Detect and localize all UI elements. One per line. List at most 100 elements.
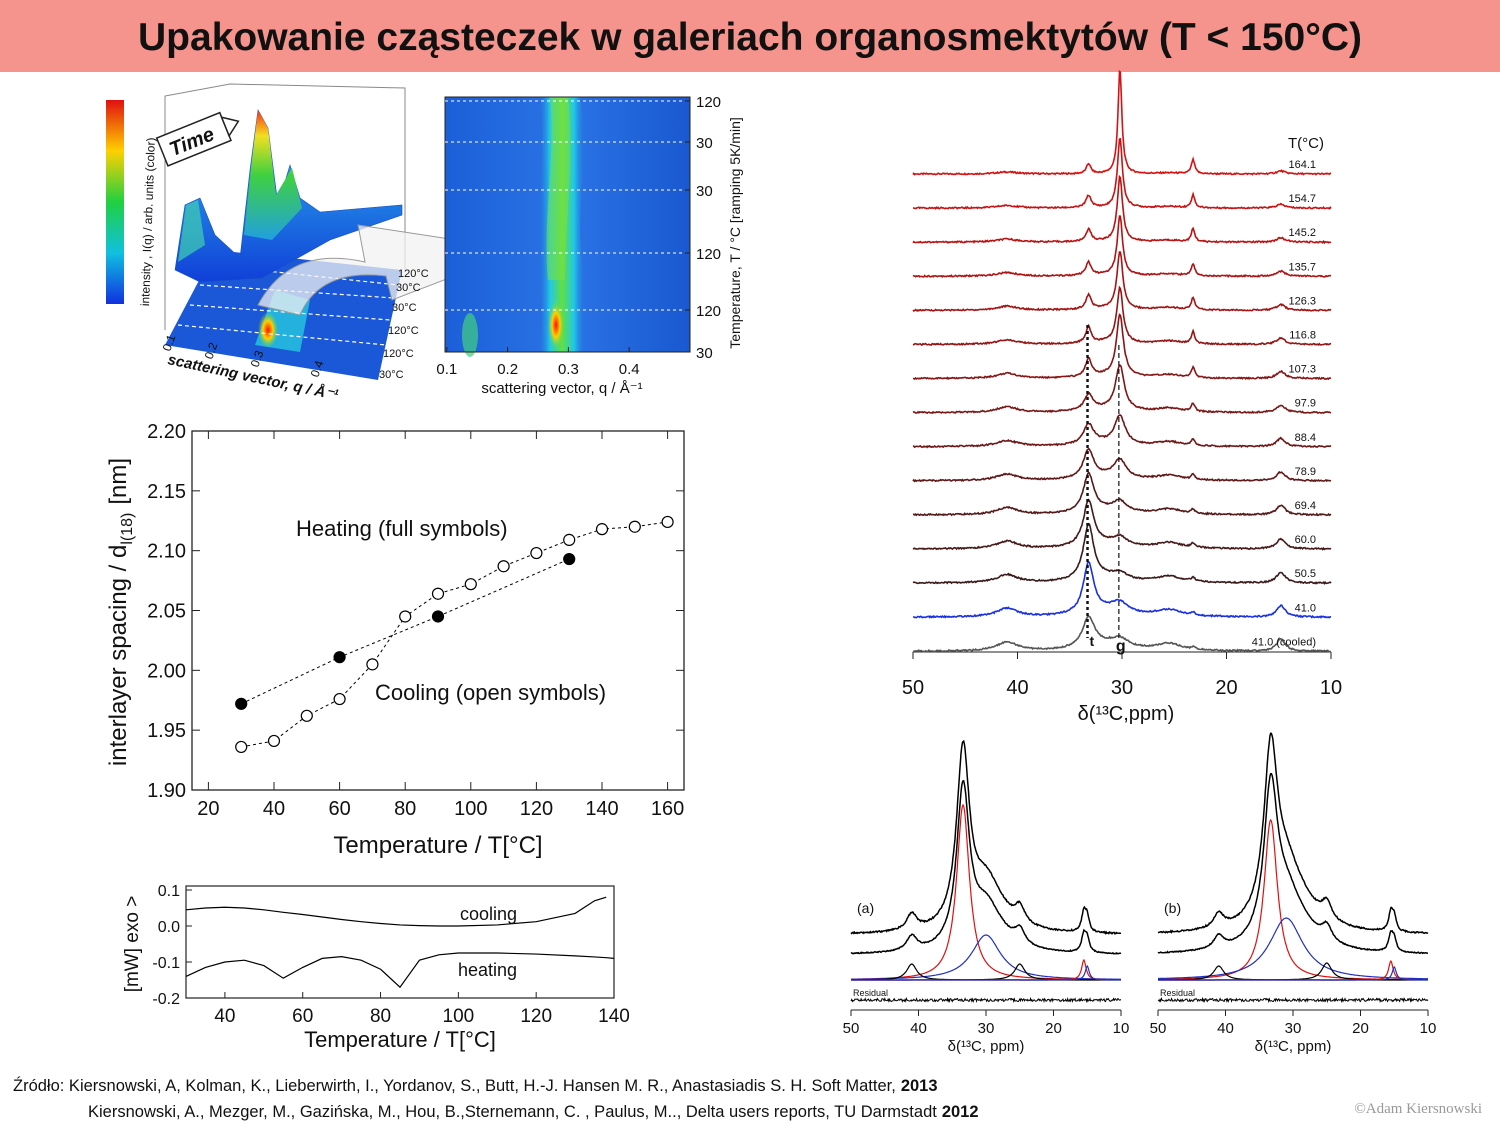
spectrum-trace (912, 447, 1332, 483)
y-axis-label-main: interlayer spacing / d (105, 545, 132, 766)
spectrum-trace (912, 285, 1332, 347)
residual-trace (1157, 996, 1429, 1004)
y-tick-label: 2.15 (147, 481, 186, 503)
residual-trace (850, 996, 1122, 1004)
y-tick-label: 2.10 (147, 541, 186, 563)
data-point (431, 610, 445, 623)
y-tick-label: 1.90 (147, 780, 186, 802)
y-tick-label: 30 (696, 183, 713, 200)
source-line: Źródło: Kiersnowski, A, Kolman, K., Lieb… (13, 1076, 938, 1095)
y-tick-label: 120 (696, 303, 721, 320)
x-tick-label: 40 (214, 1006, 235, 1027)
dsc-line (185, 896, 607, 927)
x-tick-label: 20 (197, 798, 219, 820)
x-tick-label: 0.1 (160, 332, 179, 353)
x-tick-label: 0.4 (308, 358, 327, 379)
guide-line (240, 558, 570, 705)
x-tick-label: 40 (910, 1020, 927, 1037)
residual-label: Residual (853, 988, 888, 998)
spectrum-trace (912, 364, 1332, 415)
y-tick-label: 120 (696, 94, 721, 111)
temperature-label: 30°C (396, 282, 421, 294)
trace-label: 69.4 (1295, 500, 1316, 512)
spectrum-trace (1157, 732, 1429, 935)
x-axis-label: Temperature / T[°C] (333, 832, 542, 859)
heatmap-hotspot (548, 301, 564, 349)
y-tick-label: -0.1 (152, 955, 180, 972)
trace-label: 50.5 (1295, 568, 1316, 580)
trace-label: 41.0 (cooled) (1252, 636, 1316, 648)
peak-label: g (1116, 638, 1126, 655)
spectrum-trace (913, 313, 1332, 381)
spectrum-trace (912, 137, 1332, 210)
data-point (366, 658, 379, 671)
slide-title: Upakowanie cząsteczek w galeriach organo… (138, 16, 1362, 59)
x-tick-label: 140 (598, 1006, 630, 1027)
x-tick-label: 20 (1045, 1020, 1062, 1037)
data-point (399, 610, 412, 623)
x-axis-label: δ(¹³C, ppm) (948, 1038, 1025, 1055)
source-year: 2013 (901, 1077, 938, 1095)
component-fit (1158, 818, 1428, 981)
x-tick-label: 120 (520, 798, 553, 820)
x-tick-label: 20 (1215, 677, 1237, 699)
spectrum-trace (912, 69, 1332, 176)
color-bar (106, 100, 124, 304)
y-tick-label: 2.00 (147, 660, 186, 682)
spectrum-trace (912, 174, 1332, 245)
y-tick-label: 2.05 (147, 601, 186, 623)
dsc-line (185, 952, 615, 989)
trace-label: 164.1 (1288, 159, 1316, 171)
spectrum-trace (912, 251, 1332, 312)
data-point (431, 587, 445, 600)
y-tick-label: 0.1 (158, 883, 180, 900)
source-text: Źródło: Kiersnowski, A, Kolman, K., Lieb… (13, 1076, 896, 1095)
x-tick-label: 30 (978, 1020, 995, 1037)
spectrum-trace (912, 614, 1332, 653)
axis-frame (164, 83, 406, 330)
floor-hotspot (258, 312, 278, 348)
copyright: ©Adam Kiersnowski (1354, 1101, 1482, 1117)
x-tick-label: 20 (1352, 1020, 1369, 1037)
temperature-label: 30°C (379, 369, 404, 381)
trace-label: 41.0 (1295, 602, 1316, 614)
x-tick-label: 0.3 (248, 348, 267, 369)
x-axis-label: δ(¹³C,ppm) (1078, 703, 1175, 725)
spectrum-trace (850, 739, 1122, 935)
x-axis-label: Temperature / T[°C] (304, 1027, 496, 1052)
component-fit (1158, 965, 1428, 981)
y-tick-label: -0.2 (152, 991, 180, 1008)
heatmap-side-peak (462, 313, 478, 357)
trace-label: 126.3 (1288, 295, 1316, 307)
data-point (464, 578, 477, 591)
x-tick-label: 140 (585, 798, 618, 820)
title-bar (0, 0, 1500, 72)
y-tick-label: 0.0 (158, 919, 180, 936)
trace-label: 107.3 (1288, 364, 1316, 376)
data-point (628, 520, 641, 533)
y-axis-label: [mW] exo > (122, 896, 143, 993)
peak-label: t (1090, 633, 1095, 649)
y-tick-label: 30 (696, 345, 713, 362)
x-tick-label: 0.2 (202, 340, 221, 361)
x-axis-label: δ(¹³C, ppm) (1255, 1038, 1332, 1055)
y-tick-label: 30 (696, 135, 713, 152)
line-label: cooling (460, 904, 517, 924)
x-tick-label: 0.1 (436, 361, 457, 378)
data-point (497, 560, 510, 573)
spectrum-trace (912, 560, 1332, 619)
data-point (661, 515, 674, 529)
trace-label: 97.9 (1295, 398, 1316, 410)
heatmap-frame (444, 96, 691, 353)
x-tick-label: 120 (520, 1006, 552, 1027)
component-fit (851, 958, 1121, 981)
y-tick-label: 2.20 (147, 421, 186, 443)
panel-label: (a) (857, 900, 874, 916)
temperature-label: 120°C (388, 325, 419, 337)
data-point (530, 546, 543, 560)
trace-label: 154.7 (1288, 193, 1316, 205)
y-axis-label-sub: l(18) (119, 513, 136, 545)
x-tick-label: 100 (454, 798, 487, 820)
panel-label: (b) (1164, 900, 1181, 916)
